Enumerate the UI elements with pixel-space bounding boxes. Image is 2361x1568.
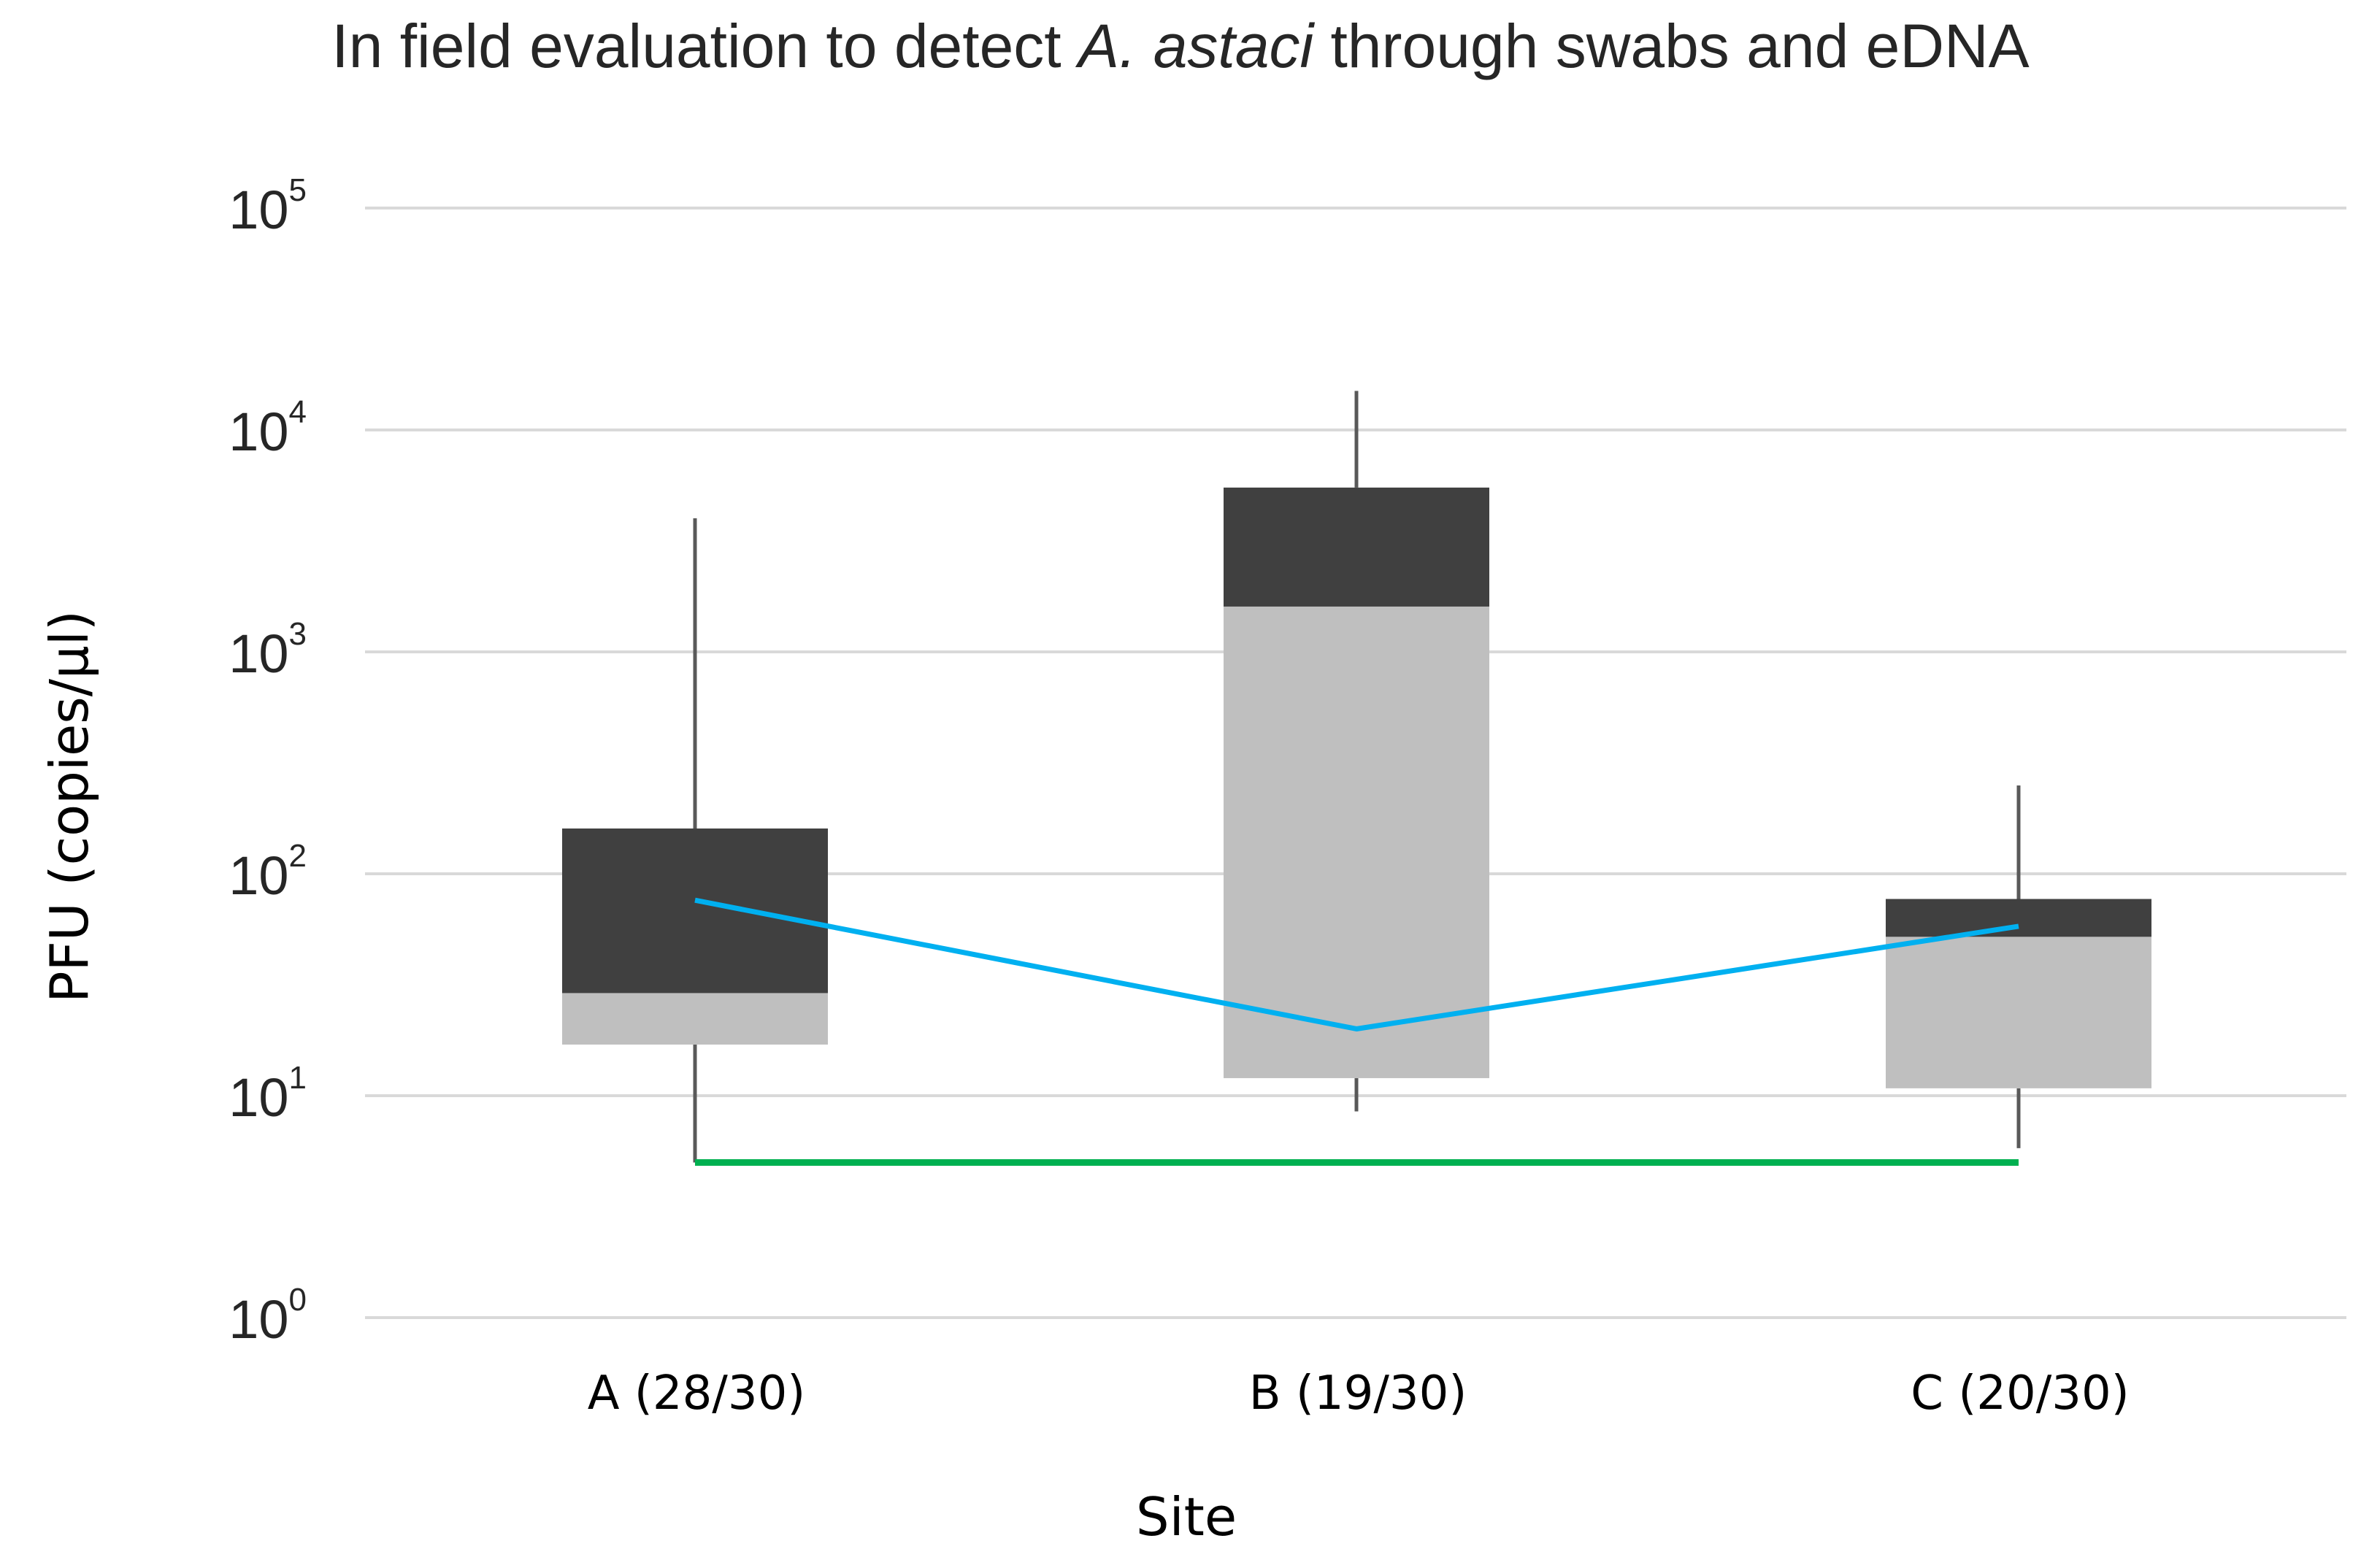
box-upper (1886, 899, 2151, 937)
box-lower (562, 993, 828, 1045)
y-tick-label: 101 (229, 1060, 307, 1128)
y-tick-label: 102 (229, 838, 307, 906)
whiskers (693, 391, 2021, 1163)
box-upper (562, 828, 828, 994)
mean-line (694, 897, 2019, 1031)
y-tick-label: 105 (229, 172, 307, 240)
x-category-label: A (28/30) (588, 1367, 806, 1421)
box-upper (1224, 487, 1489, 607)
box-lower (1886, 937, 2151, 1088)
x-category-label: C (20/30) (1911, 1367, 2129, 1421)
x-axis-categories: A (28/30) B (19/30) C (20/30) (588, 1367, 2130, 1421)
chart-title: In field evaluation to detect A. astaci … (331, 12, 2029, 80)
x-axis-title: Site (1136, 1486, 1237, 1548)
y-axis-ticks: 100 101 102 103 104 105 (229, 172, 307, 1350)
y-axis-title: PFU (copies/µl) (39, 610, 100, 1003)
series-lines (694, 897, 2019, 1167)
y-tick-label: 104 (229, 394, 307, 462)
box-lower (1224, 606, 1489, 1078)
x-category-label: B (19/30) (1249, 1367, 1467, 1421)
boxes (562, 487, 2151, 1088)
y-tick-label: 103 (229, 616, 307, 684)
y-tick-label: 100 (229, 1282, 307, 1350)
